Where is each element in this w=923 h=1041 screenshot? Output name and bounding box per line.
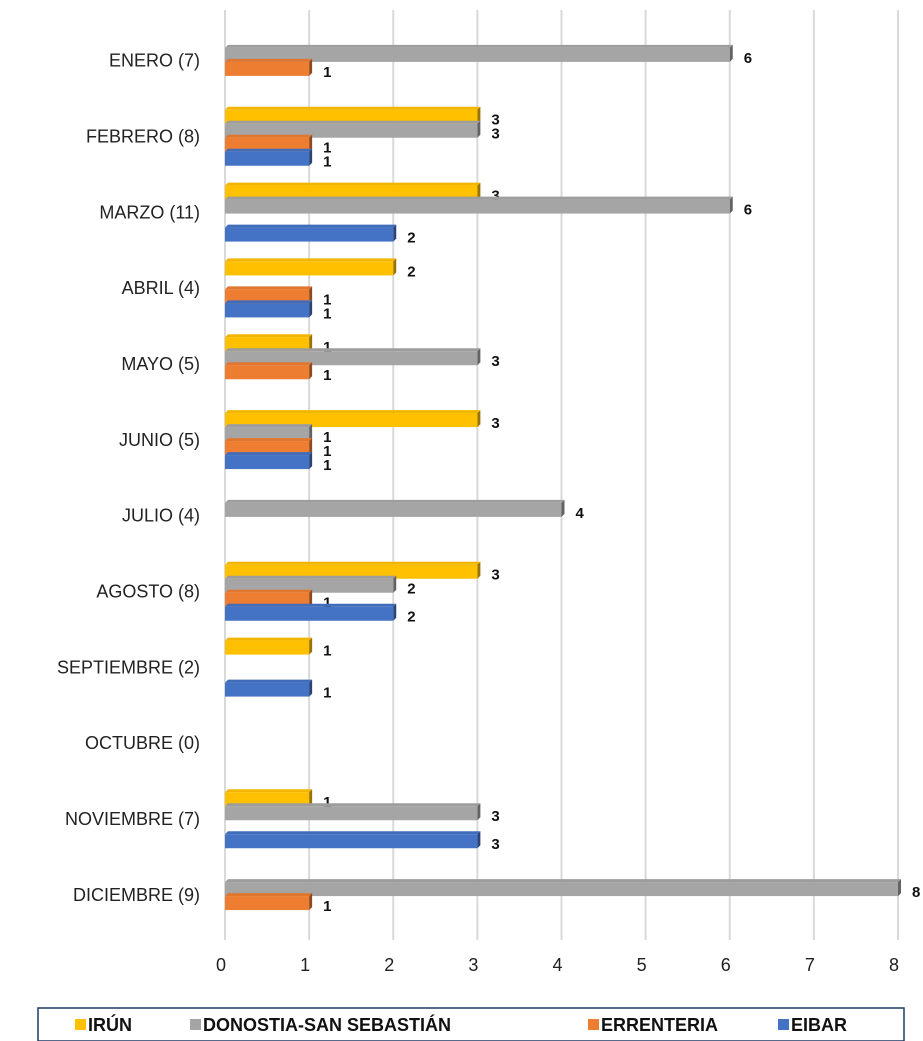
value-label: 1 <box>323 685 331 702</box>
y-tick-label: JUNIO (5) <box>119 430 200 450</box>
x-tick-label: 1 <box>300 955 310 975</box>
value-label: 1 <box>323 140 331 157</box>
value-label: 1 <box>323 154 331 171</box>
bar <box>225 258 397 276</box>
bar <box>225 893 313 911</box>
value-label: 1 <box>323 643 331 660</box>
bar <box>225 589 313 607</box>
value-label: 4 <box>576 505 585 522</box>
x-tick-label: 6 <box>721 955 731 975</box>
value-label: 3 <box>491 836 499 853</box>
bar <box>225 148 313 166</box>
x-tick-label: 5 <box>637 955 647 975</box>
bar <box>225 438 313 456</box>
legend-label: ERRENTERIA <box>601 1015 718 1035</box>
bar <box>225 789 313 807</box>
bar <box>225 134 313 152</box>
y-tick-label: FEBRERO (8) <box>86 127 200 147</box>
value-label: 1 <box>323 443 331 460</box>
x-tick-label: 2 <box>384 955 394 975</box>
legend-box <box>37 1007 905 1041</box>
bar <box>225 196 733 214</box>
value-label: 3 <box>491 112 499 129</box>
bar <box>225 120 481 138</box>
value-label: 8 <box>912 884 920 901</box>
y-tick-label: SEPTIEMBRE (2) <box>57 657 200 677</box>
y-tick-label: OCTUBRE (0) <box>85 733 200 753</box>
bar <box>225 58 313 76</box>
bar <box>225 362 313 380</box>
value-label: 1 <box>323 64 331 81</box>
x-tick-label: 7 <box>805 955 815 975</box>
y-tick-label: JULIO (4) <box>122 506 200 526</box>
bar <box>225 410 481 428</box>
value-label: 1 <box>323 457 331 474</box>
value-label: 1 <box>323 291 331 308</box>
y-tick-label: MARZO (11) <box>99 202 200 222</box>
bar <box>225 679 313 697</box>
bar <box>225 831 481 849</box>
bar <box>225 879 901 897</box>
value-label: 1 <box>323 305 331 322</box>
value-label: 3 <box>491 353 499 370</box>
legend-swatch <box>778 1019 789 1030</box>
value-label: 3 <box>491 808 499 825</box>
y-tick-label: MAYO (5) <box>121 354 200 374</box>
value-label: 1 <box>323 367 331 384</box>
value-label: 3 <box>491 415 499 432</box>
y-tick-label: ABRIL (4) <box>122 278 200 298</box>
x-tick-label: 3 <box>468 955 478 975</box>
bar <box>225 106 481 124</box>
x-tick-label: 0 <box>216 955 226 975</box>
bar <box>225 224 397 242</box>
bar <box>225 334 313 352</box>
x-tick-label: 4 <box>552 955 562 975</box>
value-label: 2 <box>407 609 415 626</box>
value-label: 1 <box>323 429 331 446</box>
value-label: 2 <box>407 230 415 247</box>
value-label: 3 <box>491 567 499 584</box>
value-label: 2 <box>407 581 415 598</box>
y-tick-label: NOVIEMBRE (7) <box>65 809 200 829</box>
bar <box>225 300 313 318</box>
legend-swatch <box>588 1019 599 1030</box>
value-label: 1 <box>323 898 331 915</box>
bar <box>225 44 733 62</box>
value-label: 3 <box>491 126 499 143</box>
bar <box>225 603 397 621</box>
bar <box>225 182 481 200</box>
y-tick-label: DICIEMBRE (9) <box>73 885 200 905</box>
value-label: 1 <box>323 595 331 612</box>
value-label: 1 <box>323 339 331 356</box>
value-label: 1 <box>323 794 331 811</box>
y-tick-label: ENERO (7) <box>109 51 200 71</box>
value-label: 6 <box>744 50 752 67</box>
legend-label: IRÚN <box>88 1014 132 1035</box>
value-label: 3 <box>491 188 499 205</box>
legend-label: EIBAR <box>791 1015 847 1035</box>
bar <box>225 561 481 579</box>
legend-swatch <box>75 1019 86 1030</box>
value-label: 6 <box>744 202 752 219</box>
bar <box>225 286 313 304</box>
bar <box>225 637 313 655</box>
bar <box>225 575 397 593</box>
bar <box>225 452 313 470</box>
legend-label: DONOSTIA-SAN SEBASTIÁN <box>203 1014 451 1035</box>
value-label: 2 <box>407 263 415 280</box>
x-tick-label: 8 <box>889 955 899 975</box>
bar <box>225 499 565 517</box>
bar <box>225 803 481 821</box>
bar <box>225 424 313 442</box>
bar <box>225 348 481 366</box>
y-tick-label: AGOSTO (8) <box>96 582 200 602</box>
legend-swatch <box>190 1019 201 1030</box>
